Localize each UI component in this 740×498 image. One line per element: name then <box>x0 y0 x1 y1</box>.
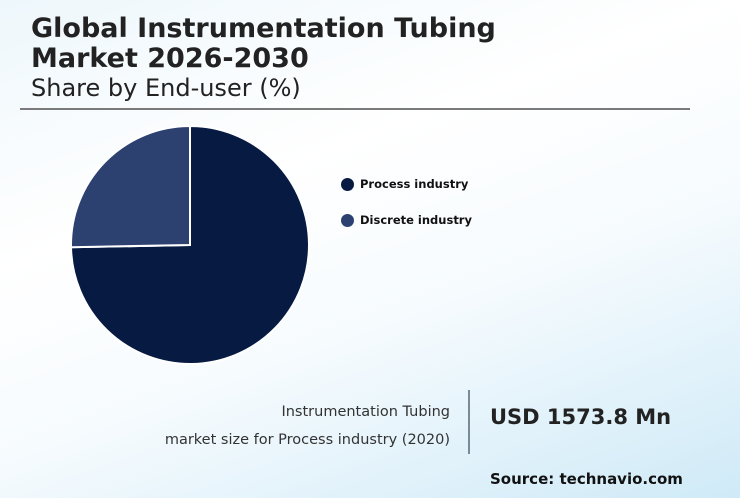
chart-title: Global Instrumentation Tubing Market 202… <box>31 14 496 74</box>
title-line-2: Market 2026-2030 <box>31 43 309 74</box>
pie-slice-process-industry <box>70 124 310 365</box>
legend: Process industry Discrete industry <box>341 175 472 247</box>
legend-dot-icon <box>341 213 354 227</box>
vertical-divider <box>468 390 470 454</box>
source-label: Source: technavio.com <box>490 470 683 488</box>
header-divider <box>20 108 690 110</box>
chart-subtitle: Share by End-user (%) <box>31 74 301 102</box>
title-line-1: Global Instrumentation Tubing <box>31 13 496 44</box>
caption-line-2: market size for Process industry (2020) <box>164 432 450 448</box>
market-size-value: USD 1573.8 Mn <box>490 405 672 429</box>
pie-chart <box>70 124 310 365</box>
caption-line-1: Instrumentation Tubing <box>281 404 450 420</box>
legend-label: Process industry <box>360 177 469 191</box>
market-size-caption: Instrumentation Tubing market size for P… <box>165 398 450 454</box>
legend-dot-icon <box>341 177 354 191</box>
pie-slice-discrete-industry <box>70 124 191 249</box>
legend-label: Discrete industry <box>360 213 472 227</box>
legend-item-process: Process industry <box>341 175 472 193</box>
legend-item-discrete: Discrete industry <box>341 211 472 229</box>
